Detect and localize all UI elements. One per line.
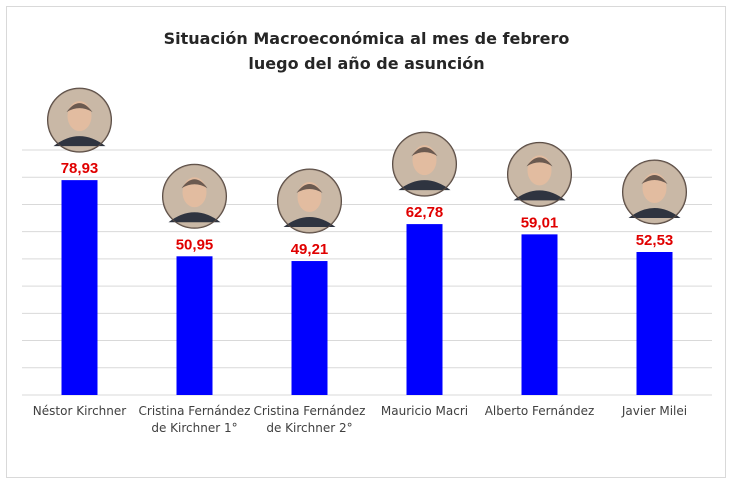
category-label: Cristina Fernández de Kirchner 2° [245, 403, 375, 437]
data-label: 78,93 [61, 160, 99, 177]
category-label-line: Néstor Kirchner [32, 404, 127, 418]
data-label: 62,78 [406, 204, 444, 221]
category-label: Néstor Kirchner [15, 403, 145, 420]
portrait-avatar [392, 131, 457, 197]
category-label-line: Cristina Fernández [253, 404, 366, 418]
category-label-line: Javier Milei [621, 404, 688, 418]
category-label: Cristina Fernández de Kirchner 1° [130, 403, 260, 437]
category-label-line: Alberto Fernández [484, 404, 595, 418]
chart-subtitle: luego del año de asunción [248, 54, 485, 73]
category-label: Javier Milei [590, 403, 720, 420]
data-label: 50,95 [176, 236, 214, 253]
portrait-avatar [507, 141, 572, 207]
category-label-line: de Kirchner 1° [151, 421, 238, 435]
data-label: 59,01 [521, 214, 559, 231]
bar [636, 252, 673, 395]
category-label-line: Cristina Fernández [138, 404, 251, 418]
bar [406, 224, 443, 395]
category-label-line: Mauricio Macri [380, 404, 469, 418]
data-label: 49,21 [291, 241, 329, 258]
portrait-avatar [162, 163, 227, 229]
category-label-line: de Kirchner 2° [266, 421, 353, 435]
chart-title-block: Situación Macroeconómica al mes de febre… [0, 26, 733, 76]
category-label: Alberto Fernández [475, 403, 605, 420]
bar [521, 234, 558, 395]
category-label: Mauricio Macri [360, 403, 490, 420]
data-label: 52,53 [636, 232, 674, 249]
chart-frame [6, 6, 726, 478]
chart-title: Situación Macroeconómica al mes de febre… [163, 29, 570, 48]
bar [176, 256, 213, 395]
portrait-avatar [277, 168, 342, 234]
portrait-avatar [622, 159, 687, 225]
portrait-avatar [47, 87, 112, 153]
bar [291, 261, 328, 395]
bar [61, 180, 98, 395]
